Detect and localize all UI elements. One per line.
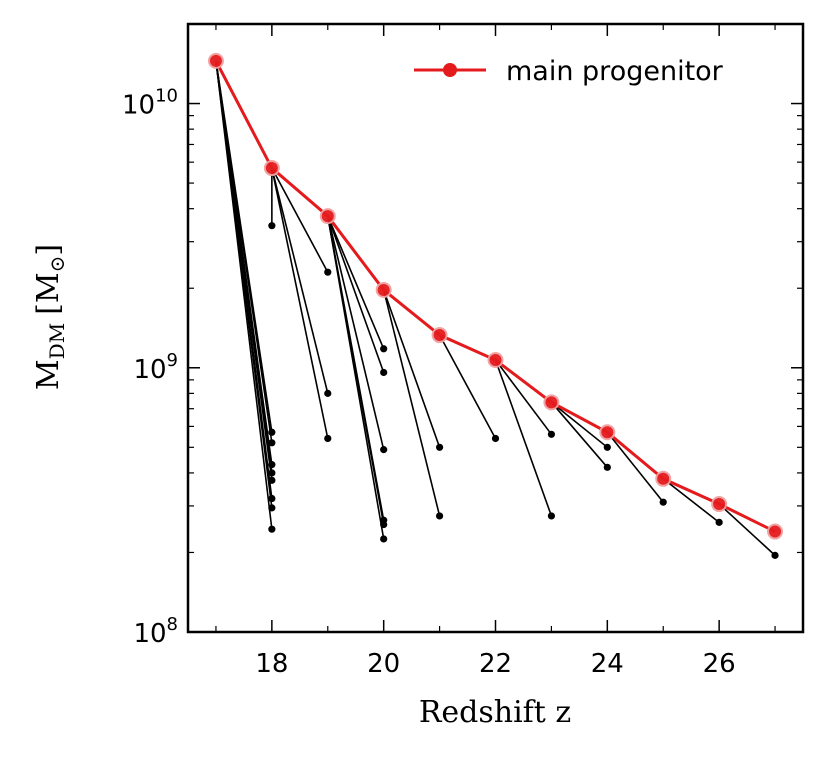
main-progenitor-series [207, 52, 784, 540]
merger-line-10 [271, 167, 329, 394]
merger-point-1 [268, 439, 276, 447]
merger-point-21 [547, 430, 556, 438]
merger-point-7 [268, 525, 276, 533]
merger-line-27 [718, 503, 776, 556]
main-progenitor-point-10 [767, 523, 784, 540]
merger-point-8 [268, 222, 276, 230]
y-tick-label-exp-0: 8 [167, 614, 178, 635]
merger-line-25 [606, 431, 664, 503]
merger-line-11 [271, 167, 329, 439]
legend-label: main progenitor [506, 56, 724, 87]
merger-line-13 [327, 215, 385, 373]
merger-line-9 [271, 167, 329, 273]
merger-line-12 [327, 215, 385, 350]
x-tick-label-3: 24 [591, 649, 624, 679]
merger-point-20 [491, 434, 500, 443]
merger-point-9 [324, 268, 332, 276]
merger-point-12 [380, 345, 388, 353]
main-progenitor-point-7 [599, 424, 616, 441]
y-axis-title-unit-symbol: ⊙ [45, 256, 69, 273]
main-progenitor-point-4 [431, 327, 448, 344]
merger-line-26 [662, 478, 720, 523]
merger-point-24 [603, 463, 611, 471]
y-tick-label-0: 108 [133, 614, 178, 649]
merger-line-14 [326, 215, 385, 450]
main-progenitor-line [214, 60, 776, 533]
merger-point-23 [603, 443, 611, 451]
y-tick-label-1: 109 [133, 350, 178, 385]
y-tick-label-base-1: 10 [133, 355, 166, 385]
x-axis-title: Redshift z [419, 695, 571, 730]
main-progenitor-point-1 [263, 160, 280, 177]
merger-point-11 [324, 434, 332, 443]
merger-point-5 [268, 494, 276, 503]
merger-point-19 [435, 512, 444, 520]
legend-point-marker [443, 63, 457, 77]
main-progenitor-point-8 [655, 470, 672, 487]
merger-point-10 [324, 389, 332, 397]
merger-lines [215, 60, 779, 559]
merger-line-23 [550, 401, 608, 448]
merger-line-19 [382, 289, 441, 517]
merger-point-14 [380, 446, 388, 454]
main-progenitor-point-3 [375, 281, 392, 298]
merger-point-22 [547, 512, 556, 520]
merger-point-27 [771, 551, 779, 559]
y-tick-label-2: 1010 [122, 86, 178, 121]
merger-point-25 [659, 498, 667, 506]
merger-line-22 [494, 359, 553, 517]
y-tick-label-base-0: 10 [133, 619, 166, 649]
y-axis-title-unit-open: [M [31, 272, 66, 314]
plot-frame [186, 22, 805, 634]
main-progenitor-point-0 [207, 52, 224, 69]
merger-line-24 [550, 401, 608, 468]
merger-line-7 [215, 60, 273, 530]
y-axis-title-sub: DM [45, 323, 69, 360]
merger-point-18 [435, 443, 444, 451]
main-progenitor-point-9 [711, 496, 728, 513]
merger-line-21 [494, 359, 553, 435]
y-axis-title-unit-close: ] [31, 244, 66, 256]
merger-line-18 [382, 289, 441, 448]
y-axis-title-main: M [31, 359, 66, 390]
y-axis-title: MDM [M⊙] [31, 244, 69, 390]
merger-point-13 [380, 368, 388, 377]
merger-line-20 [438, 334, 497, 439]
main-progenitor-point-2 [319, 208, 336, 225]
legend: main progenitor [414, 56, 724, 87]
merger-point-26 [715, 518, 723, 526]
x-tick-label-4: 26 [703, 649, 736, 679]
main-progenitor-point-6 [543, 394, 560, 411]
x-tick-label-2: 22 [479, 649, 512, 679]
merger-line-17 [326, 215, 385, 540]
y-tick-label-exp-1: 9 [167, 350, 178, 371]
y-tick-label-exp-2: 10 [155, 86, 178, 107]
y-tick-label-base-2: 10 [122, 91, 155, 121]
main-progenitor-point-5 [487, 352, 504, 369]
x-tick-label-0: 18 [255, 649, 288, 679]
merger-point-17 [380, 535, 388, 543]
x-tick-label-1: 20 [367, 649, 400, 679]
